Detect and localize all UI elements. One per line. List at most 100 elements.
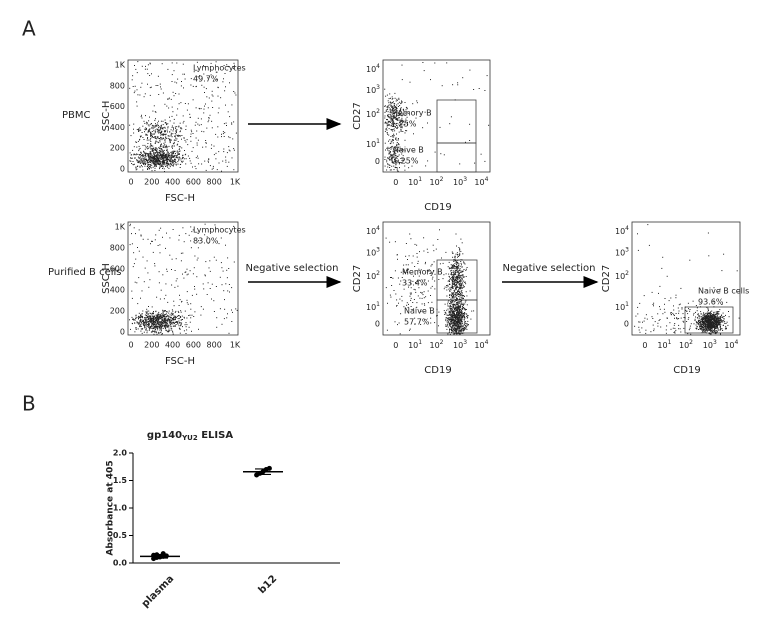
event-dot: [149, 317, 151, 319]
event-dot: [406, 130, 408, 132]
event-dot: [160, 315, 162, 317]
event-dot: [148, 322, 149, 324]
event-dot: [134, 65, 135, 66]
event-dot: [456, 283, 458, 284]
event-dot: [706, 320, 708, 322]
event-dot: [164, 138, 166, 140]
event-dot: [143, 163, 145, 165]
event-dot: [154, 315, 155, 317]
event-dot: [164, 318, 166, 320]
event-dot: [463, 262, 465, 264]
event-dot: [388, 134, 390, 136]
event-dot: [155, 322, 157, 324]
event-dot: [399, 162, 401, 163]
event-dot: [160, 152, 162, 154]
event-dot: [391, 105, 392, 107]
event-dot: [150, 321, 152, 323]
event-dot: [163, 316, 165, 318]
event-dot: [165, 294, 167, 296]
event-dot: [448, 319, 450, 320]
event-dot: [484, 90, 486, 91]
event-dot: [454, 256, 456, 258]
event-dot: [146, 330, 148, 332]
event-dot: [149, 315, 151, 317]
event-dot: [191, 150, 193, 152]
event-dot: [718, 317, 720, 319]
event-dot: [164, 119, 166, 121]
event-dot: [413, 288, 415, 290]
event-dot: [706, 324, 707, 326]
gate-pct: 93.6%: [698, 298, 724, 307]
event-dot: [455, 325, 457, 327]
event-dot: [433, 250, 435, 252]
event-dot: [156, 124, 158, 126]
event-dot: [154, 137, 156, 139]
event-dot: [391, 116, 393, 118]
event-dot: [159, 152, 161, 153]
event-dot: [447, 305, 449, 307]
event-dot: [461, 289, 463, 291]
gate-label: Lymphocytes: [193, 226, 246, 235]
event-dot: [713, 315, 715, 317]
event-dot: [448, 323, 450, 325]
event-dot: [134, 153, 136, 155]
event-dot: [160, 161, 161, 163]
event-dot: [152, 133, 154, 135]
event-dot: [447, 333, 449, 335]
event-dot: [161, 324, 163, 326]
event-dot: [387, 149, 389, 151]
event-dot: [393, 111, 395, 113]
tick-base: 10: [366, 302, 376, 311]
event-dot: [430, 287, 432, 289]
event-dot: [148, 154, 150, 156]
event-dot: [185, 233, 187, 235]
event-dot: [391, 121, 393, 123]
event-dot: [452, 312, 454, 314]
event-dot: [159, 326, 161, 328]
event-dot: [386, 119, 388, 120]
event-dot: [198, 328, 199, 330]
event-dot: [385, 149, 386, 151]
event-dot: [397, 118, 398, 120]
event-dot: [389, 169, 391, 171]
event-dot: [461, 299, 463, 301]
event-dot: [186, 329, 188, 331]
event-dot: [703, 320, 705, 322]
event-dot: [148, 131, 150, 133]
event-dot: [459, 328, 461, 329]
event-dot: [172, 314, 174, 316]
event-dot: [389, 93, 391, 95]
event-dot: [392, 162, 394, 164]
event-dot: [455, 283, 457, 285]
event-dot: [150, 144, 152, 146]
event-dot: [709, 313, 711, 315]
event-dot: [401, 148, 403, 150]
event-dot: [460, 314, 462, 316]
event-dot: [459, 283, 461, 285]
event-dot: [452, 276, 453, 278]
event-dot: [159, 83, 161, 85]
event-dot: [137, 140, 139, 142]
event-dot: [462, 77, 464, 79]
event-dot: [418, 279, 420, 281]
event-dot: [148, 156, 150, 158]
event-dot: [707, 319, 709, 321]
event-dot: [464, 323, 465, 325]
event-dot: [403, 109, 405, 111]
event-dot: [216, 317, 218, 319]
event-dot: [141, 166, 143, 168]
event-dot: [446, 324, 448, 326]
event-dot: [177, 136, 179, 137]
event-dot: [151, 325, 153, 327]
event-dot: [177, 157, 179, 159]
event-dot: [394, 130, 396, 132]
event-dot: [151, 73, 152, 75]
event-dot: [186, 291, 188, 293]
event-dot: [200, 118, 202, 120]
event-dot: [458, 273, 460, 275]
event-dot: [452, 306, 454, 308]
event-dot: [465, 276, 467, 277]
event-dot: [455, 276, 457, 278]
event-dot: [386, 123, 388, 125]
event-dot: [175, 324, 177, 325]
